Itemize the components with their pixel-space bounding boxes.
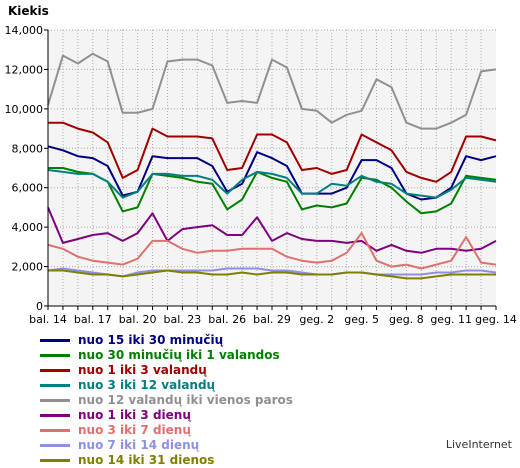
- legend-item: nuo 12 valandų iki vienos paros: [40, 393, 293, 408]
- x-tick-label: bal. 23: [164, 313, 202, 326]
- x-tick-label: geg. 8: [389, 313, 424, 326]
- y-tick-label: 8,000: [12, 142, 44, 155]
- legend-swatch: [40, 339, 70, 342]
- legend-swatch: [40, 444, 70, 447]
- legend-swatch: [40, 384, 70, 387]
- x-tick-label: geg. 11: [430, 313, 472, 326]
- legend-label: nuo 15 iki 30 minučių: [78, 333, 224, 347]
- legend-label: nuo 30 minučių iki 1 valandos: [78, 348, 280, 362]
- series-line-2: [48, 167, 497, 215]
- x-tick-label: bal. 26: [208, 313, 246, 326]
- chart-container: Kiekis 0 2,000 4,000 6,000 8,000 10,000 12,000…: [5, 4, 517, 467]
- y-tick-label: 12,000: [5, 63, 44, 76]
- legend-swatch: [40, 459, 70, 462]
- legend-label: nuo 1 iki 3 dienų: [78, 408, 191, 422]
- legend-item: nuo 3 iki 12 valandų: [40, 378, 293, 393]
- y-axis-label: Kiekis: [8, 4, 49, 18]
- series-line-3: [48, 121, 497, 183]
- series-line-4: [47, 169, 497, 199]
- x-tick-label: bal. 29: [253, 313, 291, 326]
- legend-label: nuo 1 iki 3 valandų: [78, 363, 207, 377]
- x-tick-label: bal. 17: [74, 313, 112, 326]
- y-tick-label: 2,000: [12, 261, 44, 274]
- legend-label: nuo 3 iki 12 valandų: [78, 378, 216, 392]
- legend-item: nuo 30 minučių iki 1 valandos: [40, 348, 293, 363]
- legend-swatch: [40, 354, 70, 357]
- legend-swatch: [40, 414, 70, 417]
- series-line-1: [47, 145, 497, 201]
- y-tick-label: 14,000: [5, 24, 44, 37]
- y-tick-label: 6,000: [12, 182, 44, 195]
- y-tick-label: 4,000: [12, 221, 44, 234]
- legend-swatch: [40, 399, 70, 402]
- legend-item: nuo 7 iki 14 dienų: [40, 438, 293, 453]
- line-chart: Kiekis 0 2,000 4,000 6,000 8,000 10,000 12,000…: [5, 4, 517, 326]
- series-line-7: [47, 232, 497, 270]
- x-tick-label: geg. 14: [475, 313, 517, 326]
- series-line-9: [48, 269, 496, 280]
- legend-item: nuo 1 iki 3 valandų: [40, 363, 293, 378]
- legend-label: nuo 12 valandų iki vienos paros: [78, 393, 293, 407]
- legend-item: nuo 14 iki 31 dienos: [40, 453, 293, 468]
- series-line-6: [47, 207, 497, 254]
- legend-swatch: [40, 429, 70, 432]
- legend-item: nuo 3 iki 7 dienų: [40, 423, 293, 438]
- y-tick-label: 10,000: [5, 103, 44, 116]
- x-tick-label: bal. 14: [29, 313, 67, 326]
- x-tick-label: bal. 20: [119, 313, 157, 326]
- x-tick-label: geg. 2: [299, 313, 334, 326]
- legend-item: nuo 1 iki 3 dienų: [40, 408, 293, 423]
- series-line-5: [47, 52, 497, 130]
- legend-label: nuo 7 iki 14 dienų: [78, 438, 200, 452]
- legend: nuo 15 iki 30 minučių nuo 30 minučių iki …: [40, 333, 293, 468]
- legend-label: nuo 3 iki 7 dienų: [78, 423, 191, 437]
- legend-label: nuo 14 iki 31 dienos: [78, 453, 215, 467]
- x-tick-label: geg. 5: [344, 313, 379, 326]
- legend-item: nuo 15 iki 30 minučių: [40, 333, 293, 348]
- legend-swatch: [40, 369, 70, 372]
- branding: LiveInternet: [445, 438, 512, 451]
- y-tick-label: 0: [36, 300, 43, 313]
